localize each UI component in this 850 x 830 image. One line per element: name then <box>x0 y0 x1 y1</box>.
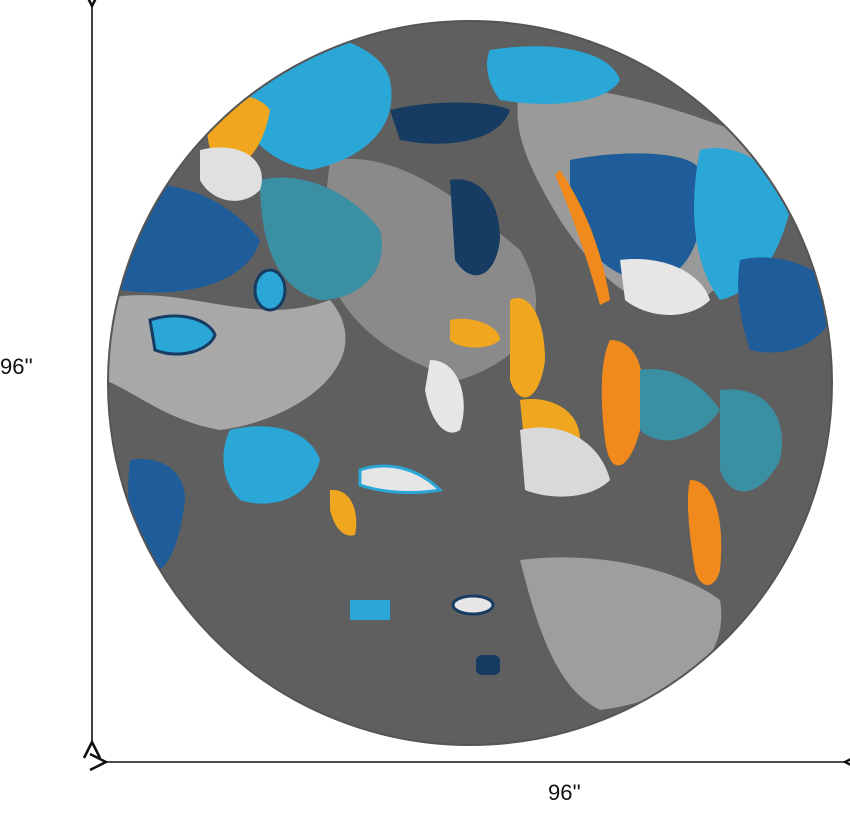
rug-edge <box>107 20 833 746</box>
round-rug <box>108 21 832 745</box>
width-label: 96'' <box>548 780 581 805</box>
height-label: 96'' <box>0 354 33 379</box>
